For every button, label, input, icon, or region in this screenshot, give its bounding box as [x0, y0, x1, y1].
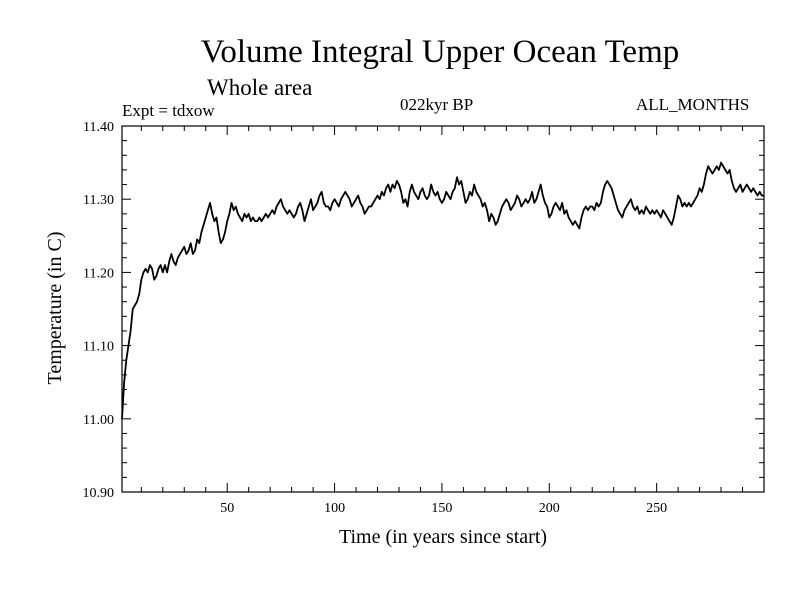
x-tick-label: 50 — [220, 501, 234, 516]
axis-ticks — [122, 125, 764, 493]
plot-frame — [121, 125, 765, 493]
chart-title: Volume Integral Upper Ocean Temp — [200, 34, 680, 70]
months-label: ALL_MONTHS — [636, 95, 750, 114]
y-tick-label: 11.40 — [83, 120, 114, 135]
chart-subtitle: Whole area — [207, 75, 313, 100]
x-tick-label: 100 — [324, 501, 345, 516]
x-tick-label: 200 — [539, 501, 560, 516]
y-tick-label: 11.00 — [83, 413, 114, 428]
x-tick-label: 250 — [646, 501, 667, 516]
y-tick-label: 10.90 — [83, 486, 115, 501]
x-axis-label: Time (in years since start) — [338, 526, 548, 548]
series-line — [121, 161, 764, 419]
experiment-label: Expt = tdxow — [122, 101, 215, 120]
x-tick-label: 150 — [431, 501, 452, 516]
y-tick-label: 11.30 — [83, 193, 114, 208]
y-axis-label: Temperature (in C) — [44, 231, 66, 385]
y-tick-label: 11.10 — [83, 340, 114, 355]
period-label: 022kyr BP — [400, 95, 474, 114]
axis-tick-labels: 50 100 150 200 250 10.90 11.00 11.10 11.20 11.30 1… — [83, 120, 668, 516]
y-tick-label: 11.20 — [83, 266, 114, 281]
